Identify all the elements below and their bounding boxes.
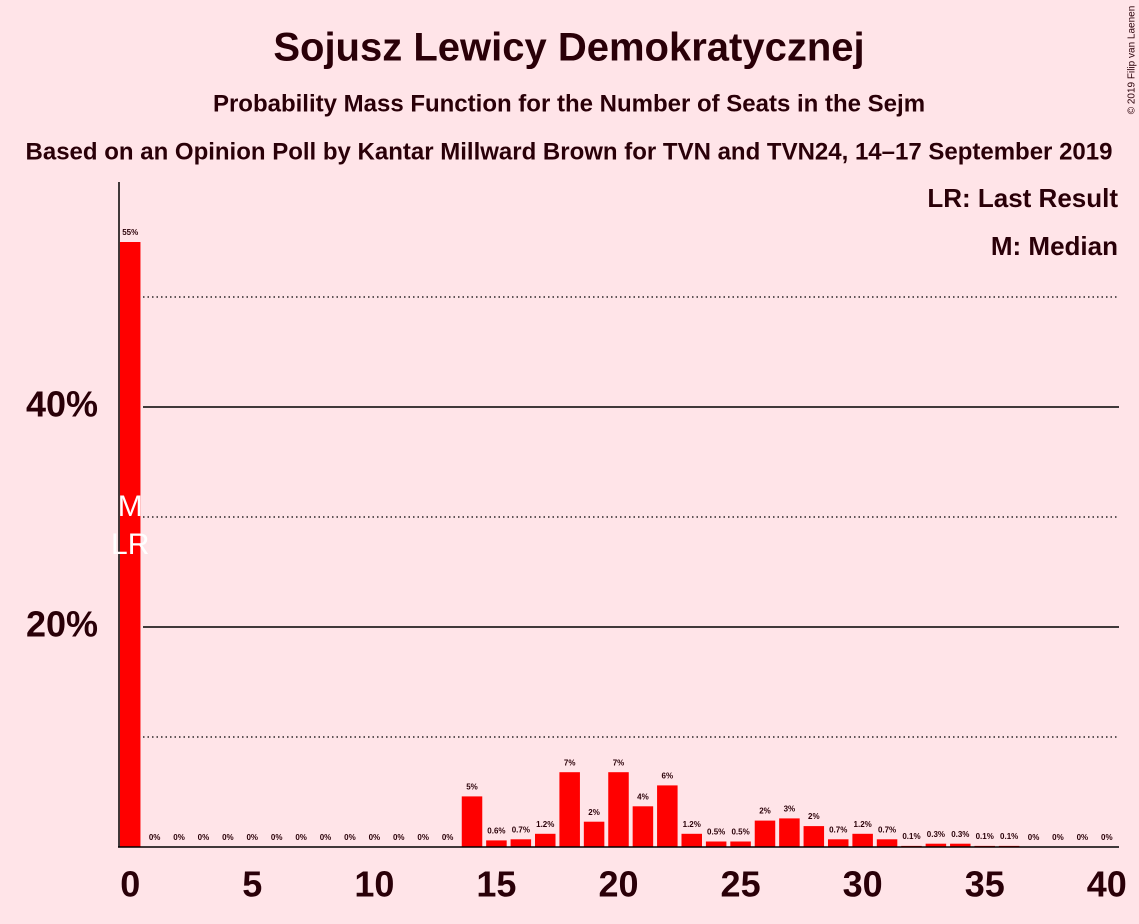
- copyright: © 2019 Filip van Laenen: [1127, 6, 1138, 115]
- value-label: 0%: [198, 833, 210, 842]
- value-label: 0%: [295, 833, 307, 842]
- value-label: 0.1%: [902, 832, 920, 841]
- value-label: 0.3%: [951, 830, 969, 839]
- value-label: 0%: [246, 833, 258, 842]
- value-label: 2%: [588, 808, 600, 817]
- value-label: 0%: [222, 833, 234, 842]
- chart-title: Sojusz Lewicy Demokratycznej: [273, 26, 864, 70]
- last-result-marker: LR: [111, 528, 149, 561]
- bar: [583, 821, 605, 847]
- x-tick-label: 0: [120, 864, 140, 905]
- median-marker: M: [118, 490, 143, 523]
- bar: [730, 841, 751, 847]
- bar: [754, 820, 776, 847]
- value-label: 1.2%: [854, 820, 872, 829]
- bar: [608, 772, 629, 847]
- value-label: 0%: [393, 833, 405, 842]
- bar: [827, 839, 849, 847]
- value-label: 5%: [466, 783, 478, 792]
- y-tick-label: 40%: [26, 384, 98, 425]
- value-label: 3%: [784, 805, 796, 814]
- value-label: 7%: [564, 758, 576, 767]
- value-label: 0.5%: [707, 828, 725, 837]
- value-label: 0%: [320, 833, 332, 842]
- value-label: 0%: [173, 833, 185, 842]
- value-label: 1.2%: [683, 820, 701, 829]
- value-label: 2%: [808, 812, 820, 821]
- x-tick-label: 30: [843, 864, 883, 905]
- bar: [803, 826, 825, 847]
- value-label: 0%: [1101, 833, 1113, 842]
- x-tick-label: 20: [598, 864, 638, 905]
- value-label: 0%: [271, 833, 283, 842]
- value-label: 0%: [442, 833, 454, 842]
- value-label: 0%: [369, 833, 381, 842]
- value-label: 0.1%: [976, 832, 994, 841]
- value-label: 2%: [759, 807, 771, 816]
- bar: [950, 843, 971, 847]
- bar: [657, 785, 678, 847]
- x-tick-label: 5: [242, 864, 262, 905]
- value-label: 0%: [1052, 833, 1064, 842]
- bar: [559, 772, 580, 847]
- bar: [876, 839, 898, 847]
- value-label: 4%: [637, 792, 649, 801]
- bar: [705, 841, 727, 847]
- value-label: 0.7%: [878, 825, 896, 834]
- bar: [632, 806, 654, 847]
- value-label: 0%: [1077, 833, 1089, 842]
- bar: [779, 818, 800, 847]
- value-label: 7%: [613, 758, 625, 767]
- value-label: 1.2%: [536, 820, 554, 829]
- legend-entry: LR: Last Result: [927, 183, 1118, 213]
- bar: [461, 796, 483, 847]
- bar: [119, 242, 141, 847]
- value-label: 0%: [417, 833, 429, 842]
- value-label: 0%: [149, 833, 161, 842]
- value-label: 0.3%: [927, 830, 945, 839]
- bar: [486, 840, 507, 847]
- value-label: 0.7%: [512, 825, 530, 834]
- y-tick-label: 20%: [26, 604, 98, 645]
- value-label: 0.7%: [829, 825, 847, 834]
- value-label: 0%: [344, 833, 356, 842]
- x-tick-label: 10: [354, 864, 394, 905]
- x-tick-label: 40: [1087, 864, 1127, 905]
- value-label: 0%: [1028, 833, 1040, 842]
- value-label: 6%: [662, 772, 674, 781]
- value-label: 0.6%: [487, 827, 505, 836]
- x-tick-label: 35: [965, 864, 1005, 905]
- bar: [535, 833, 556, 847]
- value-label: 55%: [122, 228, 138, 237]
- bar: [681, 833, 702, 847]
- value-label: 0.5%: [731, 828, 749, 837]
- x-tick-label: 25: [721, 864, 761, 905]
- subtitle: Probability Mass Function for the Number…: [213, 90, 925, 117]
- value-label: 0.1%: [1000, 832, 1018, 841]
- subtitle: Based on an Opinion Poll by Kantar Millw…: [26, 138, 1113, 165]
- bar: [925, 843, 947, 847]
- bar: [510, 839, 532, 847]
- x-tick-label: 15: [476, 864, 516, 905]
- legend-entry: M: Median: [991, 231, 1118, 261]
- bar: [852, 833, 873, 847]
